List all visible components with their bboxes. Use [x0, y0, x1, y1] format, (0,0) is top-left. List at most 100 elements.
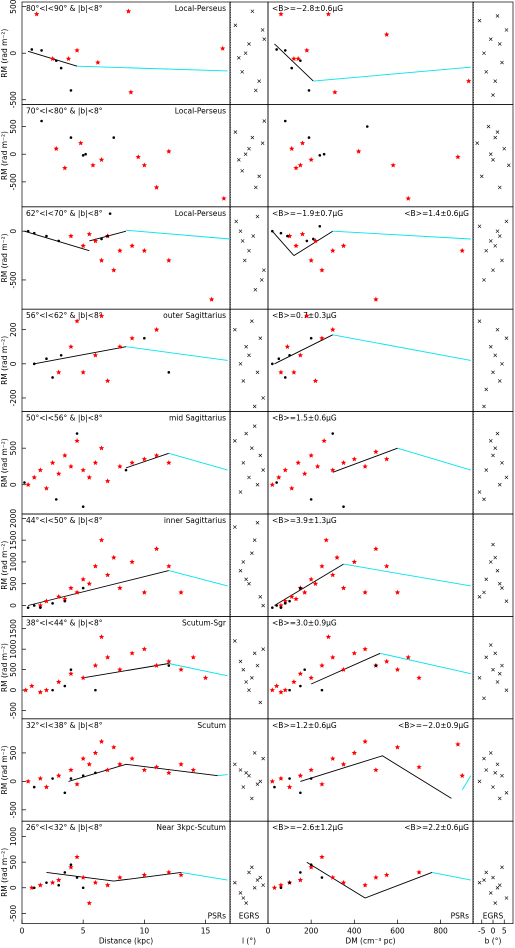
- field-label: <B>=−2.8±0.6μG: [272, 4, 343, 13]
- y-tick-label: 0: [9, 361, 18, 366]
- rm-dot: [283, 119, 287, 123]
- rm-star: [98, 445, 105, 451]
- rm-star: [384, 456, 390, 462]
- strip-cross: [497, 185, 502, 190]
- fit-line: [77, 65, 228, 72]
- rm-star: [291, 679, 297, 685]
- strip-cross: [233, 880, 237, 885]
- panel-frame: [21, 718, 231, 822]
- strip-cross: [258, 594, 263, 599]
- rm-dot: [94, 688, 97, 692]
- rm-star: [319, 854, 325, 860]
- fit-line: [24, 230, 90, 252]
- rm-dot: [69, 668, 73, 671]
- strip-frame: [472, 820, 514, 924]
- panel-frame: [267, 718, 474, 822]
- rm-star: [332, 89, 338, 95]
- rm-star: [53, 145, 59, 151]
- y-tick-label: -500: [9, 905, 18, 922]
- rm-dot: [63, 791, 67, 795]
- panel-frame: [267, 820, 474, 924]
- rm-dot: [275, 604, 278, 607]
- panel-frame: [21, 206, 231, 310]
- strip-cross: [255, 782, 260, 787]
- rm-star: [117, 343, 123, 350]
- rm-star: [269, 687, 275, 693]
- y-tick-label: 500: [9, 576, 18, 591]
- strip-cross: [244, 431, 248, 436]
- rm-star: [394, 666, 401, 672]
- strip-cross: [488, 891, 493, 895]
- strip-cross: [238, 362, 243, 366]
- strip-cross: [500, 773, 504, 778]
- rm-star: [455, 154, 461, 160]
- rm-star: [98, 257, 105, 263]
- rm-dot: [106, 234, 109, 238]
- y-tick-label: 500: [9, 746, 18, 761]
- rm-star: [153, 546, 160, 552]
- strip-cross: [258, 700, 263, 705]
- rm-star: [362, 646, 368, 652]
- sample-label: EGRS: [239, 912, 260, 921]
- rm-star: [166, 148, 172, 154]
- strip-cross: [241, 460, 246, 465]
- strip-cross: [261, 647, 265, 651]
- rm-star: [104, 882, 111, 888]
- strip-cross: [240, 169, 245, 173]
- rm-star: [92, 662, 99, 668]
- rm-dot: [51, 376, 54, 379]
- panel-title: 44°<l<50° & |b|<8°: [26, 516, 103, 525]
- rm-star: [141, 247, 148, 253]
- x-tick-label: 0: [491, 927, 496, 936]
- rm-star: [308, 864, 314, 870]
- rm-star: [330, 874, 336, 880]
- rm-dot: [59, 66, 63, 70]
- rm-star: [129, 460, 135, 466]
- strip-cross: [244, 577, 248, 582]
- rm-star: [141, 767, 148, 773]
- arm-label: Scutum: [197, 721, 226, 730]
- strip-cross: [477, 18, 482, 23]
- rm-dot: [124, 468, 128, 472]
- rm-dot: [283, 602, 287, 605]
- rm-star: [178, 589, 184, 595]
- fit-line: [274, 563, 344, 606]
- arm-label: Scutum-Sgr: [182, 618, 227, 627]
- rm-star: [340, 666, 347, 672]
- rm-dot: [143, 336, 146, 340]
- fit-line: [181, 871, 228, 881]
- rm-dot: [307, 89, 311, 92]
- rm-star: [62, 596, 68, 602]
- strip-cross: [497, 379, 502, 383]
- strip-cross: [493, 243, 498, 248]
- strip-cross: [250, 865, 254, 870]
- rm-dot: [51, 602, 54, 605]
- strip-cross: [477, 594, 482, 599]
- rm-star: [271, 884, 278, 891]
- rm-dot: [277, 357, 281, 360]
- rm-star: [178, 761, 184, 767]
- panel-title: 26°<l<32° & |b|<8°: [26, 823, 103, 832]
- rm-dot: [112, 136, 116, 139]
- y-tick-label: 500: [9, 855, 18, 870]
- panel-title: 38°<l<44° & |b|<8°: [26, 618, 103, 627]
- rm-star: [86, 231, 92, 237]
- rm-dot: [322, 152, 326, 156]
- rm-star: [117, 463, 123, 469]
- strip-cross: [484, 768, 489, 772]
- strip-cross: [233, 439, 237, 443]
- rm-star: [80, 467, 86, 473]
- rm-dot: [309, 336, 313, 340]
- rm-star: [68, 463, 74, 469]
- strip-cross: [241, 785, 246, 789]
- strip-cross: [488, 37, 493, 42]
- rm-star: [340, 879, 347, 885]
- y-axis-label: RM (rad m⁻²): [0, 233, 9, 282]
- rm-star: [340, 243, 347, 249]
- rm-dot: [167, 664, 171, 667]
- rm-star: [308, 257, 314, 263]
- strip-cross: [500, 663, 504, 668]
- strip-cross: [241, 896, 246, 900]
- panel-frame: [267, 104, 474, 208]
- y-tick-label: 500: [9, 441, 18, 456]
